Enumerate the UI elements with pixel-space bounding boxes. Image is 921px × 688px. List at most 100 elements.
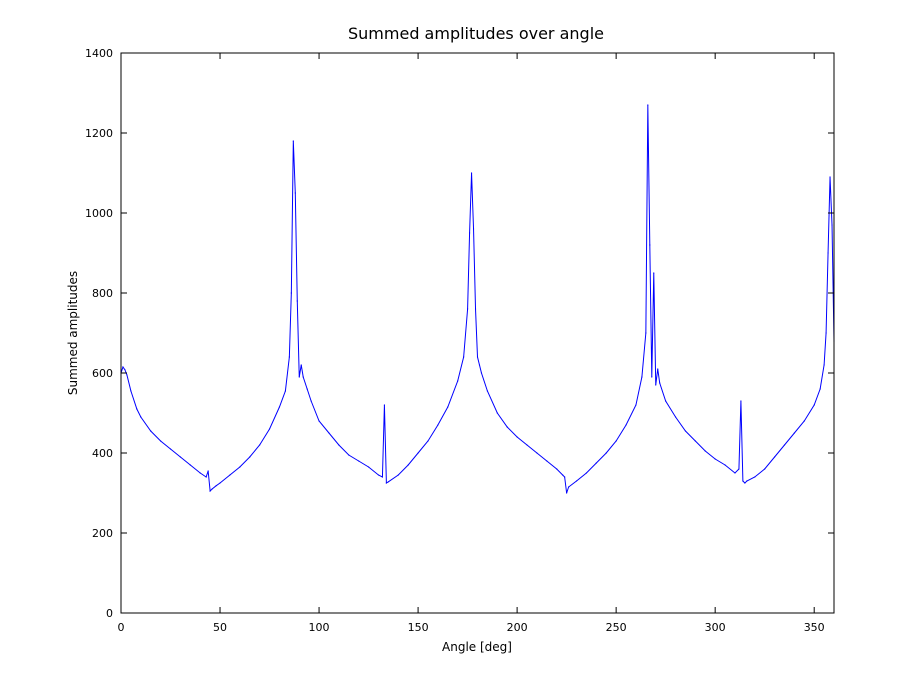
data-point <box>348 454 350 456</box>
data-point <box>447 406 449 408</box>
data-point <box>714 458 716 460</box>
data-point <box>478 364 481 366</box>
data-point <box>199 472 201 474</box>
data-point <box>298 376 300 378</box>
x-tick-label: 150 <box>408 621 429 634</box>
data-point <box>674 416 677 418</box>
data-point <box>467 308 469 310</box>
data-point <box>829 176 831 178</box>
data-point <box>302 376 304 378</box>
data-point <box>783 444 786 446</box>
data-point <box>385 482 387 484</box>
data-point <box>377 474 380 476</box>
data-point <box>383 404 386 406</box>
y-axis: 0 200 400 600 800 1000 1200 1400 <box>85 47 834 620</box>
data-point <box>813 404 815 406</box>
data-point <box>150 430 152 432</box>
data-point <box>259 444 261 446</box>
data-point <box>136 408 138 410</box>
data-point <box>724 464 726 466</box>
data-point <box>575 480 578 482</box>
data-point <box>427 440 429 442</box>
y-tick-label: 0 <box>106 607 113 620</box>
data-point <box>239 466 241 468</box>
data-point <box>562 474 564 476</box>
x-tick-label: 300 <box>705 621 726 634</box>
x-tick-label: 50 <box>213 621 227 634</box>
data-point <box>474 308 477 310</box>
y-tick-label: 400 <box>92 447 113 460</box>
data-point <box>268 428 271 430</box>
data-point <box>476 356 479 358</box>
data-point <box>647 104 649 106</box>
data-point <box>437 424 439 426</box>
data-point <box>773 456 776 458</box>
data-point <box>124 369 126 371</box>
data-point <box>472 228 475 230</box>
data-point <box>641 376 643 378</box>
data-point <box>536 452 538 454</box>
data-point <box>516 436 518 438</box>
data-point <box>694 440 696 442</box>
data-point <box>457 380 459 382</box>
x-tick-label: 100 <box>309 621 330 634</box>
data-point <box>387 481 389 483</box>
y-tick-label: 1000 <box>85 207 113 220</box>
data-point <box>653 272 655 274</box>
data-point <box>209 490 211 492</box>
data-point <box>823 364 825 366</box>
data-point <box>825 332 827 334</box>
data-point <box>296 300 298 302</box>
data-point <box>470 172 473 174</box>
data-point <box>566 492 568 494</box>
data-point <box>742 480 744 482</box>
data-point <box>831 224 833 226</box>
data-point <box>744 482 746 484</box>
data-point <box>219 482 221 484</box>
data-point <box>655 384 657 386</box>
data-point <box>207 470 209 472</box>
data-point <box>657 368 659 370</box>
data-point <box>417 452 419 454</box>
data-point <box>367 466 370 468</box>
data-point <box>734 472 736 474</box>
data-point <box>506 426 508 428</box>
axes-frame <box>120 52 835 614</box>
data-point <box>300 364 302 366</box>
data-point <box>568 486 570 488</box>
data-point <box>738 468 740 470</box>
data-point <box>205 476 207 478</box>
data-point <box>318 420 320 422</box>
data-point <box>211 488 213 490</box>
data-point <box>397 474 399 476</box>
data-point <box>140 416 142 418</box>
data-point <box>704 450 706 452</box>
data-point <box>526 444 528 446</box>
y-tick-label: 1400 <box>85 47 113 60</box>
data-point <box>290 292 292 294</box>
data-point <box>546 460 548 462</box>
data-point <box>764 468 766 470</box>
x-tick-label: 250 <box>606 621 627 634</box>
data-point <box>328 432 330 434</box>
data-point <box>793 432 795 434</box>
data-point <box>819 388 821 390</box>
data-point <box>740 400 742 402</box>
plot-area <box>120 52 835 614</box>
data-point <box>595 462 597 464</box>
series-line <box>120 104 835 494</box>
data-point <box>126 374 128 376</box>
data-point <box>615 440 617 442</box>
data-point <box>803 420 805 422</box>
y-axis-label: Summed amplitudes <box>66 271 80 395</box>
data-point <box>278 406 281 408</box>
data-point <box>294 192 296 194</box>
data-point <box>229 474 231 476</box>
data-point <box>160 440 162 442</box>
data-point <box>496 412 498 414</box>
data-point <box>310 400 312 402</box>
data-point <box>665 400 667 402</box>
data-point <box>130 390 132 392</box>
data-point <box>249 456 251 458</box>
